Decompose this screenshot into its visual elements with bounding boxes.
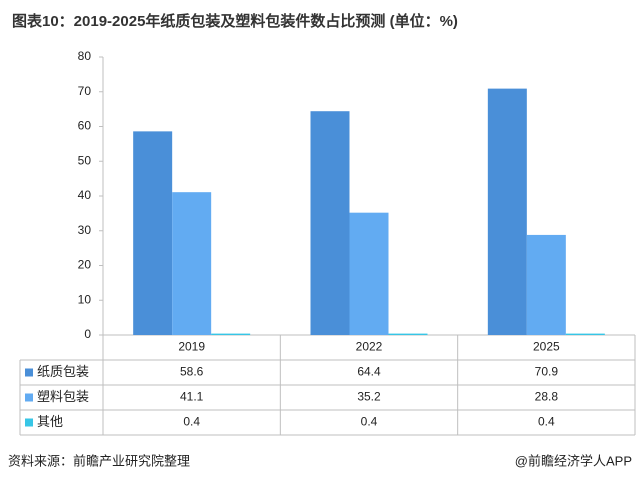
table-value: 0.4 bbox=[538, 415, 555, 429]
bar bbox=[133, 131, 173, 335]
y-tick-label: 10 bbox=[78, 292, 92, 306]
table-value: 58.6 bbox=[180, 365, 204, 379]
table-value: 41.1 bbox=[180, 390, 204, 404]
table-value: 28.8 bbox=[535, 390, 559, 404]
y-tick-label: 0 bbox=[84, 327, 91, 341]
y-tick-label: 70 bbox=[78, 84, 92, 98]
y-tick-label: 40 bbox=[78, 188, 92, 202]
y-tick-label: 60 bbox=[78, 119, 92, 133]
y-tick-label: 80 bbox=[78, 49, 92, 63]
x-tick-label: 2025 bbox=[533, 340, 560, 354]
bar bbox=[349, 212, 389, 335]
y-tick-label: 30 bbox=[78, 223, 92, 237]
table-value: 35.2 bbox=[357, 390, 381, 404]
legend-label: 塑料包装 bbox=[37, 389, 89, 404]
y-tick-label: 50 bbox=[78, 153, 92, 167]
table-value: 70.9 bbox=[535, 365, 559, 379]
source-note: 资料来源：前瞻产业研究院整理 bbox=[8, 453, 190, 468]
legend-marker bbox=[25, 393, 33, 402]
bar bbox=[211, 333, 251, 335]
credit: @前瞻经济学人APP bbox=[515, 453, 632, 468]
bar bbox=[487, 88, 527, 335]
legend-label: 纸质包装 bbox=[37, 364, 89, 379]
table-value: 0.4 bbox=[183, 415, 200, 429]
bar bbox=[388, 333, 428, 335]
bar bbox=[526, 234, 566, 335]
x-tick-label: 2019 bbox=[178, 340, 205, 354]
table-value: 0.4 bbox=[361, 415, 378, 429]
legend-marker bbox=[25, 418, 33, 427]
bar bbox=[310, 111, 350, 336]
legend-marker bbox=[25, 368, 33, 377]
bar bbox=[172, 192, 212, 335]
y-tick-label: 20 bbox=[78, 258, 92, 272]
bar bbox=[565, 333, 605, 335]
x-tick-label: 2022 bbox=[356, 340, 383, 354]
table-value: 64.4 bbox=[357, 365, 381, 379]
chart-title: 图表10：2019-2025年纸质包装及塑料包装件数占比预测 (单位：%) bbox=[12, 12, 458, 30]
legend-label: 其他 bbox=[37, 414, 63, 429]
